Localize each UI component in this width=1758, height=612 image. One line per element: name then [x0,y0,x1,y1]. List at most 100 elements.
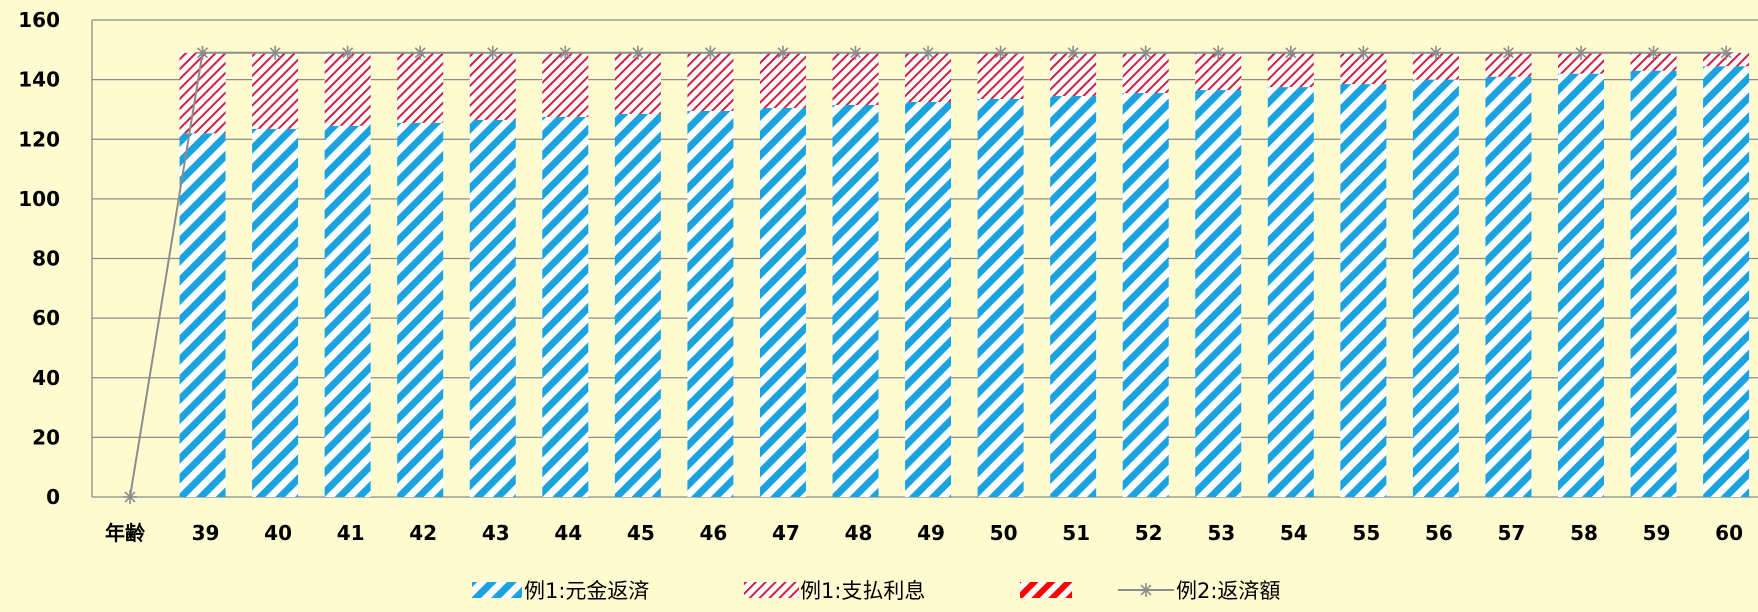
line-point-marker [1283,45,1298,60]
bar-principal [1558,73,1604,497]
y-tick-label: 60 [32,306,60,330]
x-tick-label: 56 [1425,521,1453,545]
legend-swatch-unlabeled [1020,582,1072,598]
bar-interest [1485,52,1532,77]
line-point-marker [1066,45,1081,60]
y-tick-label: 140 [18,68,60,92]
line-point-marker [1138,45,1153,60]
bar-principal [1050,96,1097,497]
x-axis-label: 年齢 [105,521,146,545]
line-point-marker [123,490,137,504]
x-tick-label: 52 [1135,521,1163,545]
x-tick-label: 51 [1062,521,1090,545]
bar-principal [1485,76,1532,498]
line-point-marker [1211,45,1226,60]
bar-interest [397,52,444,123]
x-tick-label: 42 [409,521,437,545]
bar-principal [252,128,299,498]
bar-principal [1267,87,1314,497]
line-point-marker [1574,45,1588,60]
line-point-marker [1501,45,1516,60]
bar-principal [759,107,806,498]
bar-interest [252,52,299,129]
bar-principal [1195,90,1242,497]
bar-principal [1412,79,1459,497]
bar-interest [905,52,952,102]
bar-interest [1050,52,1097,97]
bar-principal [614,113,661,498]
x-tick-label: 40 [264,521,292,545]
x-tick-label: 54 [1280,521,1308,545]
bar-principal [397,122,444,498]
legend-label-interest: 例1:支払利息 [800,579,925,603]
legend: 例1:元金返済 例1:支払利息 例2:返済額 [472,579,1280,603]
line-point-marker [340,45,355,60]
x-tick-label: 47 [772,521,800,545]
line-point-marker [703,45,718,60]
bar-principal [1703,66,1750,497]
x-tick-label: 43 [482,521,510,545]
x-tick-label: 45 [627,521,655,545]
line-point-marker [630,45,645,60]
line-point-marker [558,45,573,60]
bar-principal [832,104,879,497]
bar-interest [977,52,1024,100]
x-tick-label: 60 [1715,521,1743,545]
line-point-marker [485,45,500,60]
bars [179,52,1750,498]
bar-principal [687,110,734,497]
legend-swatch-interest [744,582,799,598]
y-tick-label: 40 [32,366,60,390]
x-tick-label: 59 [1643,521,1671,545]
bar-principal [905,101,952,497]
bar-principal [179,133,226,497]
x-tick-label: 46 [699,521,727,545]
bar-interest [832,52,879,105]
bar-principal [1122,93,1169,498]
x-tick-label: 58 [1570,521,1598,545]
x-tick-label: 39 [192,521,220,545]
x-tick-label: 49 [917,521,945,545]
y-tick-label: 100 [18,187,60,211]
line-point-marker [413,45,428,60]
bar-interest [759,52,806,108]
legend-label-principal: 例1:元金返済 [524,579,649,603]
x-tick-label: 55 [1352,521,1380,545]
x-tick-label: 48 [845,521,873,545]
y-tick-label: 80 [32,247,60,271]
line-point-marker [1646,45,1661,60]
x-tick-label: 53 [1207,521,1235,545]
line-point-marker [993,45,1008,60]
bar-principal [324,125,371,497]
line-point-marker [921,45,936,60]
line-point-marker [1719,45,1734,60]
x-tick-label: 50 [990,521,1018,545]
bar-interest [179,52,226,134]
line-point-marker [775,45,790,60]
line-point-marker [848,45,863,60]
bar-principal [542,116,589,497]
y-tick-label: 160 [18,8,60,32]
y-tick-label: 20 [32,425,60,449]
bar-interest [687,52,734,111]
bar-principal [1630,70,1677,498]
y-tick-label: 120 [18,127,60,151]
line-point-marker [1428,45,1443,60]
x-tick-label: 44 [554,521,582,545]
bar-interest [614,52,661,114]
bar-principal [977,99,1024,498]
line-series [123,45,1734,504]
x-axis-ticks: 年齢 39 40 41 42 43 44 45 46 47 48 49 50 51 52 53 54 55 56 5… [105,521,1743,545]
x-tick-label: 41 [337,521,365,545]
y-tick-label: 0 [46,485,60,509]
line-point-marker [1356,45,1371,60]
legend-label-repayment: 例2:返済額 [1176,579,1280,603]
bar-principal [469,119,516,497]
bar-interest [1558,52,1604,74]
y-axis-ticks: 0 20 40 60 80 100 120 140 160 [18,8,60,509]
bar-principal [1340,84,1387,498]
bar-interest [542,52,589,117]
bar-interest [1630,52,1677,71]
x-tick-label: 57 [1498,521,1526,545]
